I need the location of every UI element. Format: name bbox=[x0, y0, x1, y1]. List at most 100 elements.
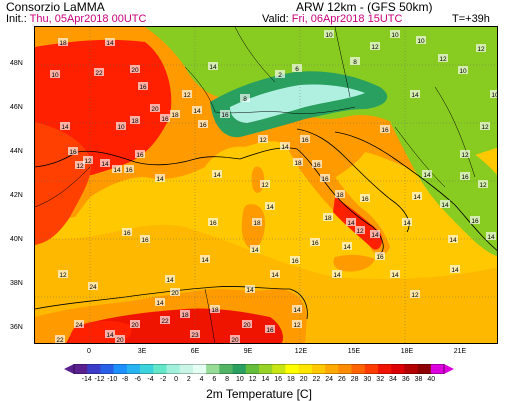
colorbar-tick-label: 10 bbox=[235, 376, 244, 383]
colorbar-tick-label: -12 bbox=[94, 376, 105, 383]
colorbar-swatch bbox=[140, 364, 154, 374]
colorbar-swatch bbox=[311, 364, 326, 374]
temperature-label-bg bbox=[335, 190, 345, 198]
temperature-label: 18 bbox=[211, 307, 219, 314]
colorbar-swatch bbox=[377, 364, 392, 374]
border-africa bbox=[204, 288, 215, 343]
temperature-label-bg bbox=[160, 316, 170, 324]
temperature-label: 14 bbox=[156, 300, 164, 307]
colorbar-tick-label: -2 bbox=[160, 376, 167, 383]
temperature-label-bg bbox=[55, 335, 65, 343]
temperature-label-bg bbox=[422, 170, 432, 178]
model-name: ARW 12km - (GFS 50km) bbox=[296, 0, 433, 14]
temperature-label-bg bbox=[342, 242, 352, 250]
colorbar-swatch bbox=[298, 364, 313, 374]
temperature-label: 16 bbox=[139, 84, 147, 91]
colorbar-tick-label: -14 bbox=[81, 376, 92, 383]
temperature-label-bg bbox=[135, 150, 145, 158]
temperature-label-bg bbox=[460, 150, 470, 158]
temperature-label-bg bbox=[410, 290, 420, 298]
temperature-label-bg bbox=[155, 298, 165, 306]
temperature-label: 18 bbox=[253, 220, 261, 227]
temperature-label: 12 bbox=[371, 44, 379, 51]
temperature-label-bg bbox=[180, 310, 190, 318]
temperature-label: 16 bbox=[266, 327, 274, 334]
colorbar-tick-label: 30 bbox=[363, 376, 372, 383]
latitude-label: 36N bbox=[10, 324, 23, 331]
temperature-label: 16 bbox=[209, 220, 217, 227]
temperature-label-bg bbox=[130, 65, 140, 73]
temperature-label: 14 bbox=[166, 277, 174, 284]
colorbar-tick-label: 40 bbox=[427, 376, 436, 383]
longitude-label: 21E bbox=[453, 348, 467, 355]
longitude-label: 3E bbox=[137, 348, 147, 355]
colorbar-swatch bbox=[272, 364, 286, 374]
colorbar-tick-label: -6 bbox=[134, 376, 141, 383]
temperature-label: 14 bbox=[61, 124, 69, 131]
colorbar-low-arrow bbox=[64, 364, 74, 374]
temperature-label: 10 bbox=[391, 32, 399, 39]
temperature-label-bg bbox=[58, 38, 68, 46]
temperature-label: 12 bbox=[356, 228, 364, 235]
border-france-switzerland bbox=[184, 66, 216, 113]
colorbar-tick-label: 14 bbox=[261, 376, 270, 383]
temperature-label: 20 bbox=[243, 322, 251, 329]
temperature-label-bg bbox=[240, 94, 250, 102]
init-value: Thu, 05Apr2018 00UTC bbox=[29, 13, 147, 25]
temperature-label: 14 bbox=[403, 220, 411, 227]
colorbar-tick-label: 16 bbox=[274, 376, 283, 383]
temperature-label: 18 bbox=[336, 192, 344, 199]
temperature-label: 16 bbox=[313, 162, 321, 169]
colorbar-swatch bbox=[100, 364, 114, 374]
colorbar-swatch bbox=[351, 364, 366, 374]
temperature-label: 14 bbox=[411, 92, 419, 99]
colorbar-tick-label: 8 bbox=[225, 376, 230, 383]
island-sardinia bbox=[241, 204, 265, 249]
temperature-label-bg bbox=[370, 42, 380, 50]
coast-italy-east bbox=[296, 128, 410, 233]
temperature-label-bg bbox=[68, 147, 78, 155]
temperature-label-bg bbox=[355, 226, 365, 234]
coast-iberia-france bbox=[35, 150, 241, 168]
colorbar-swatch bbox=[166, 364, 181, 374]
temperature-label: 16 bbox=[125, 167, 133, 174]
colorbar-swatch bbox=[338, 364, 352, 374]
temperature-label: 12 bbox=[261, 182, 269, 189]
temperature-label: 16 bbox=[301, 137, 309, 144]
temperature-label-bg bbox=[332, 270, 342, 278]
temperature-label: 18 bbox=[294, 160, 302, 167]
temperature-label: 12 bbox=[461, 152, 469, 159]
temperature-label-bg bbox=[165, 275, 175, 283]
temperature-label-bg bbox=[250, 245, 260, 253]
temperature-label-bg bbox=[486, 232, 496, 240]
colorbar-swatch bbox=[430, 364, 445, 374]
temperature-label: 12 bbox=[479, 182, 487, 189]
temperature-label-bg bbox=[470, 216, 480, 224]
temperature-label-bg bbox=[410, 90, 420, 98]
temperature-label: 14 bbox=[413, 194, 421, 201]
temperature-label: 12 bbox=[439, 56, 447, 63]
temperature-label-bg bbox=[476, 44, 486, 52]
temperature-label-bg bbox=[200, 255, 210, 263]
temperature-label: 16 bbox=[471, 218, 479, 225]
temperature-label-bg bbox=[116, 122, 126, 130]
colorbar-swatch bbox=[153, 364, 167, 374]
colorbar-tick-label: 32 bbox=[376, 376, 385, 383]
colorbar-swatch bbox=[87, 364, 101, 374]
temperature-label: 18 bbox=[181, 312, 189, 319]
temperature-label: 14 bbox=[213, 172, 221, 179]
border-iberia bbox=[35, 166, 91, 208]
longitude-label: 12E bbox=[294, 348, 308, 355]
colorbar-swatch bbox=[179, 364, 194, 374]
temperature-label: 18 bbox=[171, 112, 179, 119]
forecast-step: T=+39h bbox=[452, 13, 490, 25]
temperature-label: 12 bbox=[76, 163, 84, 170]
temperature-label-bg bbox=[100, 159, 110, 167]
temperature-label-bg bbox=[402, 218, 412, 226]
temperature-label-bg bbox=[94, 68, 104, 76]
temperature-label: 24 bbox=[89, 284, 97, 291]
temperature-label: 14 bbox=[449, 237, 457, 244]
temperature-label: 12 bbox=[84, 158, 92, 165]
temperature-label-bg bbox=[150, 104, 160, 112]
